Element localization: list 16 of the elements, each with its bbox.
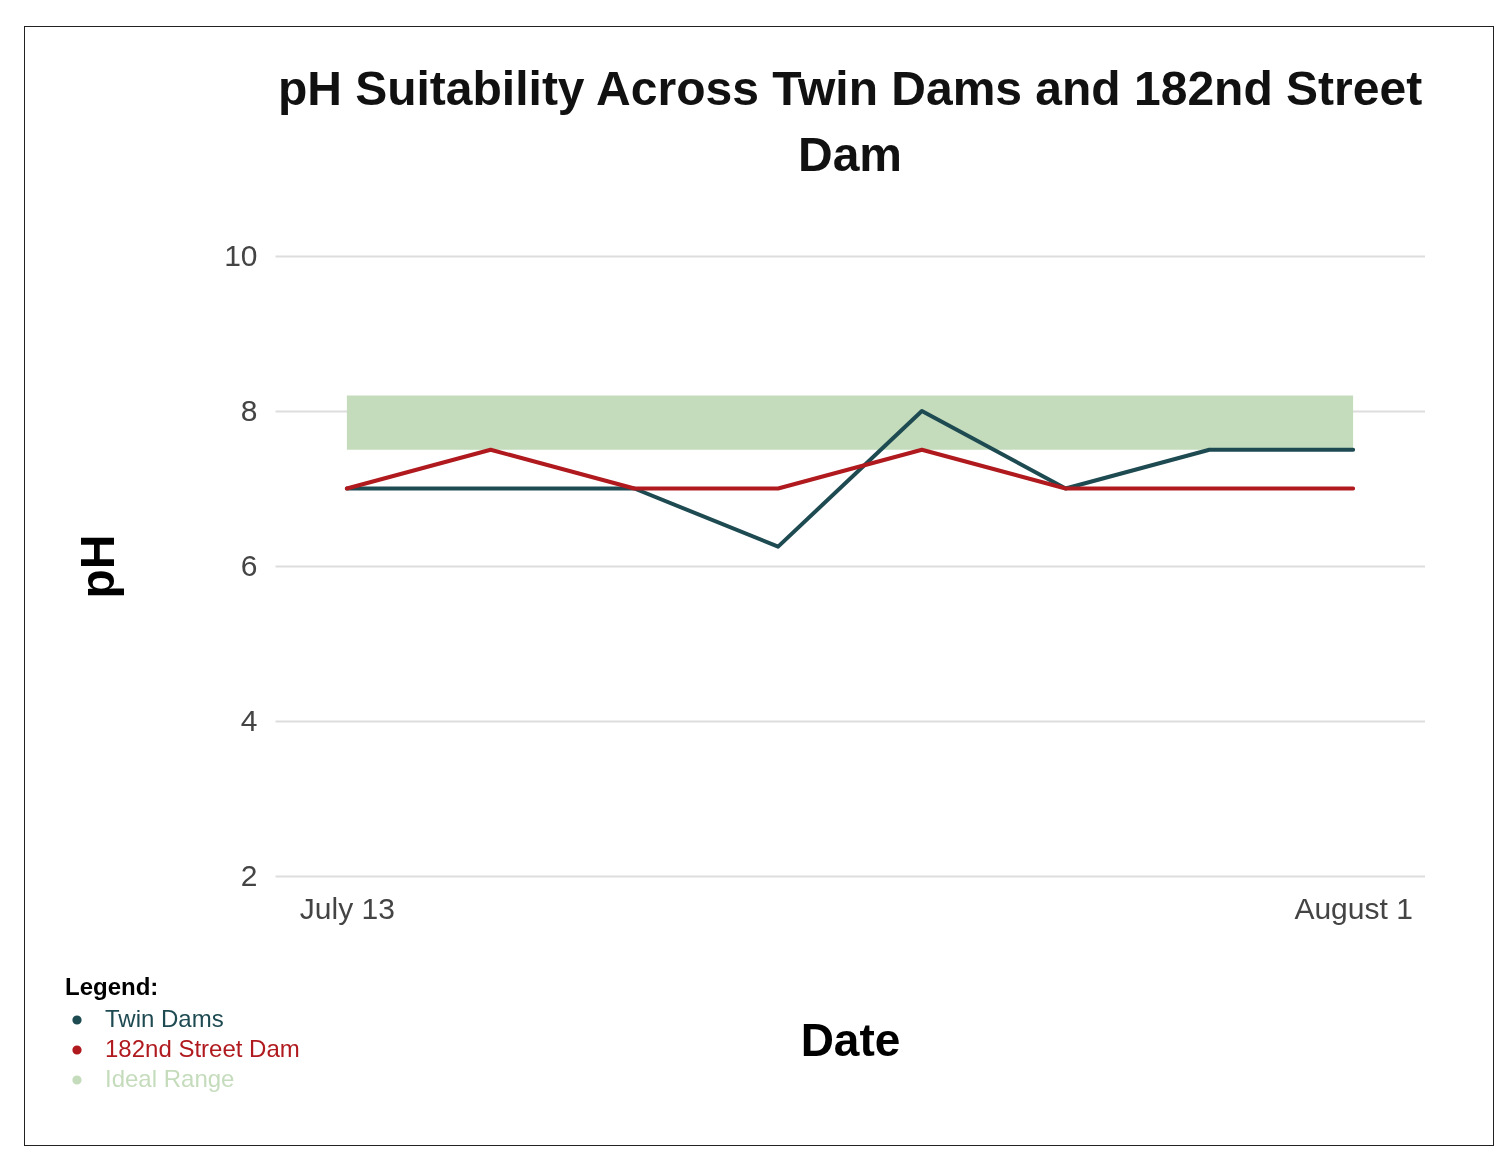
x-axis-title: Date (800, 1013, 901, 1066)
legend-label: Twin Dams (105, 1005, 224, 1032)
x-tick-label: July 13 (299, 891, 395, 925)
legend-label: 182nd Street Dam (105, 1035, 300, 1062)
y-tick-label: 8 (240, 393, 258, 427)
x-tick-label: August 1 (1294, 891, 1413, 925)
text: Dam (797, 128, 903, 181)
line-series (344, 409, 1356, 549)
text: pH Suitability Across Twin Dams and 182nd Street (277, 62, 1423, 115)
legend-title: Legend: (65, 973, 159, 1000)
y-tick-label: 2 (240, 858, 258, 892)
y-tick-label: 10 (224, 238, 258, 272)
y-tick-label: 4 (240, 703, 258, 737)
legend-label: Ideal Range (105, 1065, 235, 1092)
y-axis-title: pH (71, 534, 125, 599)
y-tick-label: 6 (240, 548, 258, 582)
